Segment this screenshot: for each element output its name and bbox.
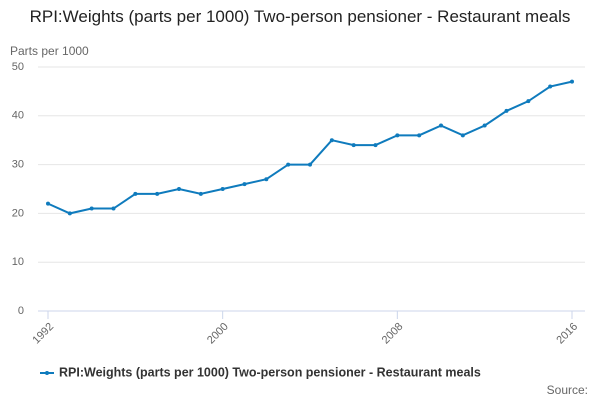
y-tick-label: 50 <box>12 61 24 73</box>
point <box>133 191 138 196</box>
point <box>111 206 116 211</box>
point <box>373 143 378 148</box>
legend-label: RPI:Weights (parts per 1000) Two-person … <box>59 365 481 379</box>
point <box>548 84 553 89</box>
point <box>286 162 291 167</box>
point <box>504 108 509 113</box>
y-tick-label: 20 <box>12 207 24 219</box>
point <box>308 162 312 167</box>
point <box>570 79 574 84</box>
chart-title: RPI:Weights (parts per 1000) Two-person … <box>29 7 571 26</box>
x-tick-label: 1992 <box>30 321 56 347</box>
point <box>177 187 181 191</box>
point <box>46 201 50 206</box>
y-axis-label: Parts per 1000 <box>10 44 89 58</box>
point <box>482 123 487 128</box>
point <box>155 191 160 196</box>
point <box>220 187 225 191</box>
y-tick-label: 0 <box>18 305 24 317</box>
point <box>417 133 422 138</box>
point <box>242 182 247 187</box>
y-tick-label: 30 <box>12 159 24 171</box>
point <box>329 138 334 143</box>
legend-marker <box>45 371 49 375</box>
y-tick-label: 40 <box>12 110 24 122</box>
point <box>89 206 94 211</box>
point <box>526 99 531 104</box>
source: Source: <box>547 383 588 397</box>
point <box>67 211 72 216</box>
x-tick-label: 2008 <box>380 321 406 347</box>
point <box>198 191 203 196</box>
y-tick-label: 10 <box>12 256 24 268</box>
x-tick-label: 2016 <box>554 321 580 347</box>
point <box>264 177 269 182</box>
point <box>395 133 400 138</box>
point <box>439 123 443 128</box>
point <box>460 133 465 138</box>
point <box>351 143 356 148</box>
x-tick-label: 2000 <box>205 321 231 347</box>
line <box>47 80 573 215</box>
